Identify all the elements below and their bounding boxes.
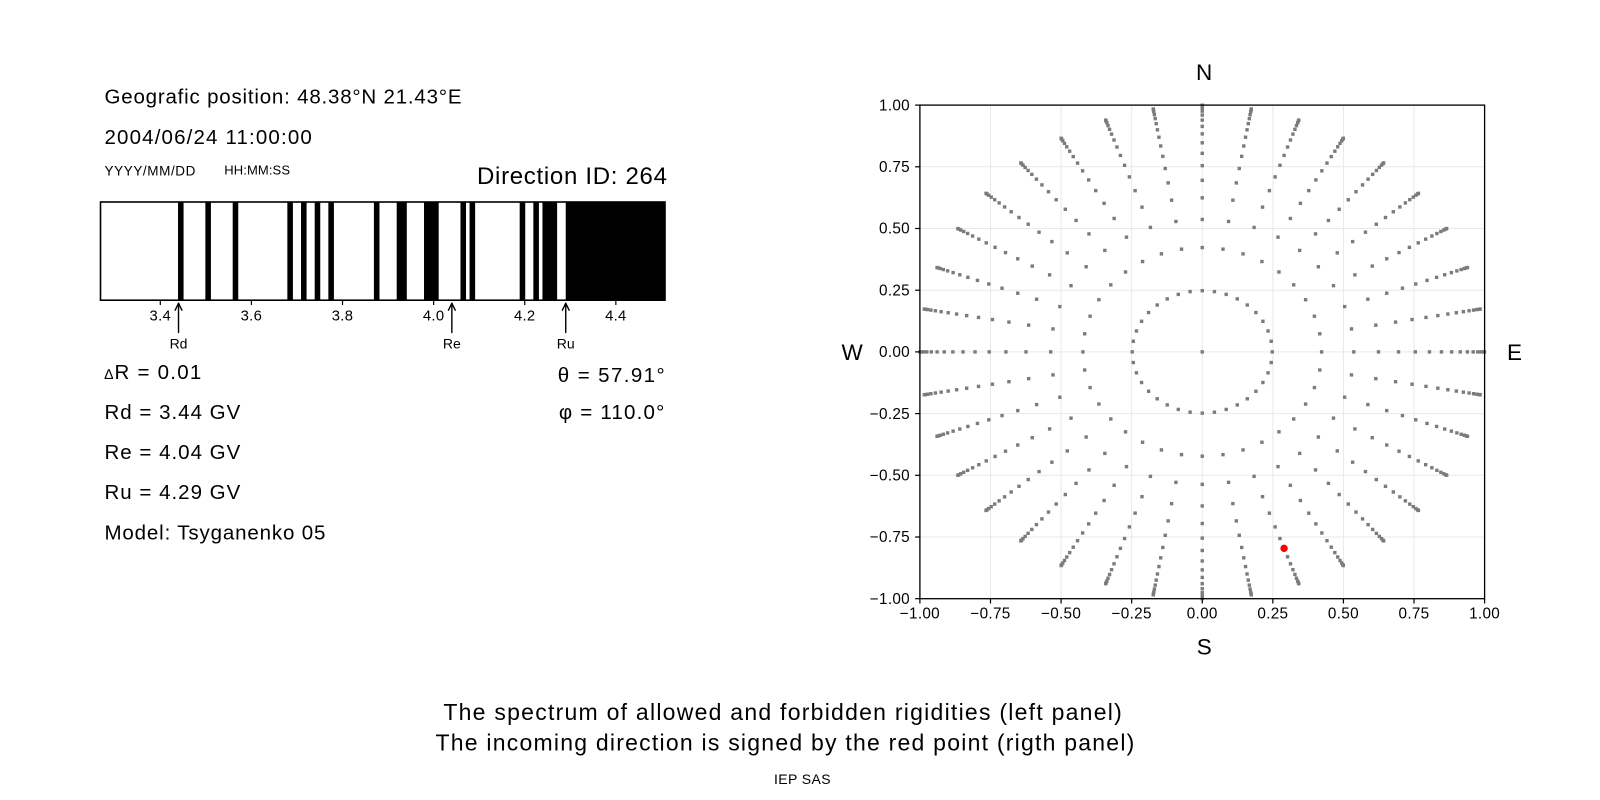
svg-text:−0.25: −0.25 — [870, 406, 910, 423]
svg-text:3.6: 3.6 — [241, 309, 262, 325]
svg-text:W: W — [841, 340, 863, 365]
svg-text:4.2: 4.2 — [514, 309, 535, 325]
svg-text:1.00: 1.00 — [879, 97, 910, 114]
svg-text:0.75: 0.75 — [1399, 605, 1430, 622]
svg-text:Direction ID: 264: Direction ID: 264 — [477, 163, 668, 190]
svg-text:−0.25: −0.25 — [1112, 605, 1152, 622]
svg-text:The incoming direction is sign: The incoming direction is signed by the … — [435, 729, 1135, 755]
svg-text:Model: Tsyganenko 05: Model: Tsyganenko 05 — [105, 522, 327, 545]
svg-text:Rd = 3.44 GV: Rd = 3.44 GV — [105, 401, 242, 424]
svg-text:−1.00: −1.00 — [870, 591, 910, 608]
svg-text:Geografic position: 48.38°N 21: Geografic position: 48.38°N 21.43°E — [105, 86, 463, 109]
svg-text:S: S — [1197, 634, 1212, 659]
svg-text:−0.50: −0.50 — [870, 468, 910, 485]
svg-text:0.25: 0.25 — [1257, 605, 1288, 622]
svg-text:YYYY/MM/DD: YYYY/MM/DD — [105, 164, 197, 179]
svg-text:HH:MM:SS: HH:MM:SS — [224, 163, 290, 178]
svg-text:3.4: 3.4 — [150, 309, 171, 325]
svg-text:E: E — [1507, 340, 1522, 365]
svg-text:−0.50: −0.50 — [1041, 605, 1081, 622]
svg-text:4.4: 4.4 — [605, 309, 626, 325]
svg-text:−1.00: −1.00 — [900, 605, 940, 622]
svg-text:2004/06/24 11:00:00: 2004/06/24 11:00:00 — [105, 126, 313, 149]
svg-text:0.25: 0.25 — [879, 282, 910, 299]
svg-text:φ = 110.0°: φ = 110.0° — [559, 401, 666, 424]
svg-text:0.50: 0.50 — [879, 221, 910, 238]
svg-text:0.00: 0.00 — [879, 344, 910, 361]
svg-text:Ru = 4.29 GV: Ru = 4.29 GV — [105, 481, 242, 504]
svg-text:∆R = 0.01: ∆R = 0.01 — [105, 361, 203, 384]
svg-text:N: N — [1196, 60, 1212, 85]
svg-text:3.8: 3.8 — [332, 309, 353, 325]
svg-text:Ru: Ru — [557, 336, 575, 352]
svg-text:0.75: 0.75 — [879, 159, 910, 176]
svg-text:−0.75: −0.75 — [870, 529, 910, 546]
svg-text:Re = 4.04 GV: Re = 4.04 GV — [105, 441, 242, 464]
svg-text:0.00: 0.00 — [1187, 605, 1218, 622]
svg-text:1.00: 1.00 — [1469, 605, 1500, 622]
svg-text:−0.75: −0.75 — [970, 605, 1010, 622]
svg-text:Rd: Rd — [170, 336, 188, 352]
svg-text:θ = 57.91°: θ = 57.91° — [558, 364, 666, 387]
svg-text:IEP SAS: IEP SAS — [774, 771, 831, 787]
svg-text:The spectrum of allowed and fo: The spectrum of allowed and forbidden ri… — [443, 699, 1123, 725]
svg-text:0.50: 0.50 — [1328, 605, 1359, 622]
svg-text:4.0: 4.0 — [423, 309, 444, 325]
svg-text:Re: Re — [443, 336, 461, 352]
